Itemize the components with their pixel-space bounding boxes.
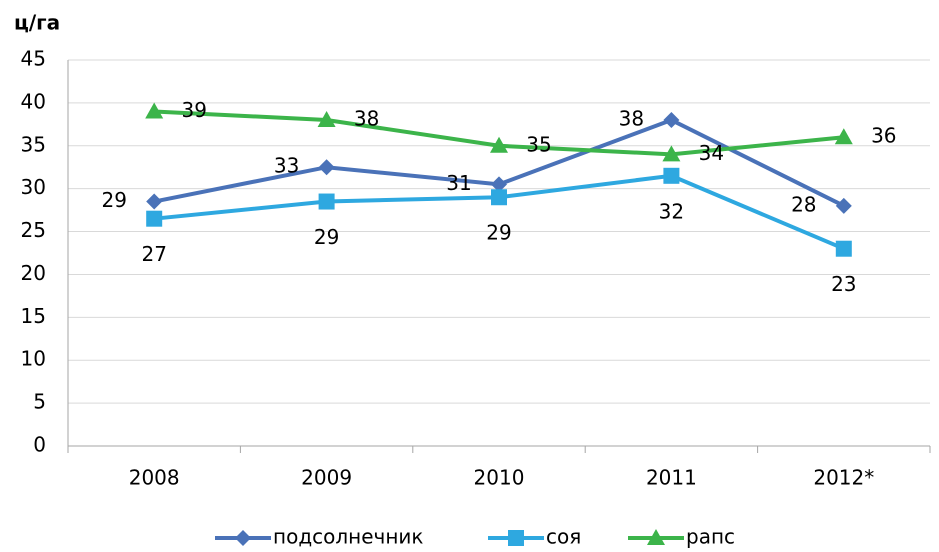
- data-label: 29: [314, 225, 339, 249]
- data-label: 38: [619, 107, 644, 131]
- x-tick-label: 2010: [474, 466, 525, 490]
- x-tick-label: 2012*: [813, 466, 874, 490]
- marker: [490, 136, 508, 153]
- x-tick-label: 2008: [129, 466, 180, 490]
- marker: [662, 145, 681, 162]
- data-label: 27: [141, 242, 166, 266]
- legend-marker: [647, 529, 665, 545]
- marker: [318, 193, 335, 210]
- x-tick-label: 2011: [646, 466, 697, 490]
- legend-label: рапс: [686, 525, 735, 549]
- y-axis-label: ц/га: [14, 11, 60, 35]
- legend-marker: [235, 530, 251, 546]
- data-label: 36: [871, 124, 896, 148]
- y-tick-label: 15: [21, 304, 46, 328]
- data-label: 35: [526, 132, 551, 156]
- data-label: 29: [486, 221, 511, 245]
- data-label: 34: [699, 141, 724, 165]
- legend-label: подсолнечник: [273, 525, 424, 549]
- marker: [491, 176, 507, 193]
- y-tick-label: 5: [33, 390, 46, 414]
- y-tick-label: 10: [21, 347, 46, 371]
- marker: [317, 111, 336, 128]
- marker: [835, 240, 852, 257]
- data-label: 38: [354, 107, 379, 131]
- data-label: 28: [791, 192, 816, 216]
- marker: [318, 159, 335, 176]
- y-tick-label: 30: [21, 175, 46, 199]
- x-tick-label: 2009: [301, 466, 352, 490]
- y-tick-label: 0: [33, 433, 46, 457]
- y-tick-label: 25: [21, 218, 46, 242]
- data-label: 33: [274, 154, 299, 178]
- marker: [146, 193, 163, 210]
- marker: [145, 102, 164, 119]
- marker: [146, 210, 163, 227]
- data-label: 39: [181, 98, 206, 122]
- marker: [835, 197, 852, 214]
- data-label: 29: [101, 188, 126, 212]
- marker: [663, 112, 680, 129]
- y-tick-label: 45: [21, 47, 46, 71]
- legend-marker: [508, 530, 524, 546]
- y-tick-label: 40: [21, 89, 46, 113]
- marker: [663, 167, 680, 184]
- data-label: 32: [659, 199, 684, 223]
- y-tick-label: 35: [21, 132, 46, 156]
- data-label: 23: [831, 272, 856, 296]
- data-label: 31: [446, 171, 471, 195]
- y-tick-label: 20: [21, 261, 46, 285]
- legend-label: соя: [546, 525, 581, 549]
- marker: [834, 128, 853, 145]
- marker: [491, 189, 507, 206]
